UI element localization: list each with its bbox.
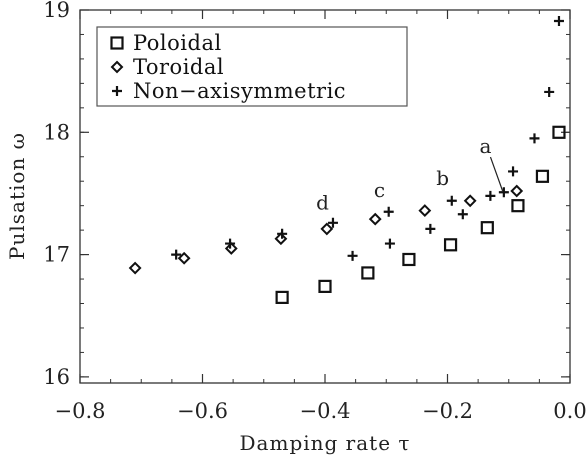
annotations: a b c d: [316, 134, 504, 214]
y-tick-label: 17: [43, 243, 70, 267]
plus-point: [327, 217, 338, 228]
plus-point: [498, 187, 509, 198]
y-tick-label: 18: [43, 120, 70, 144]
square-point: [318, 279, 332, 293]
square-point: [535, 169, 550, 183]
series-square: [275, 125, 566, 304]
diamond-point: [177, 251, 191, 265]
legend-marker-diamond: [110, 60, 124, 74]
plus-point: [383, 206, 394, 217]
square-point: [275, 290, 289, 304]
square-point: [443, 238, 458, 252]
x-tick-label: −0.6: [177, 399, 228, 423]
plus-point: [446, 195, 457, 206]
legend-label: Non−axisymmetric: [133, 79, 346, 103]
plus-point: [485, 190, 496, 201]
diamond-point: [224, 242, 238, 255]
x-tick-label: −0.4: [300, 399, 351, 423]
y-axis-label: Pulsation ω: [5, 132, 29, 260]
plus-point: [225, 238, 236, 249]
x-tick-label: −0.8: [55, 399, 106, 423]
plus-point: [553, 16, 564, 27]
legend-marker-plus: [112, 86, 122, 96]
diamond-point: [418, 204, 432, 217]
plus-point: [277, 228, 288, 239]
axis-ticks: −0.8 −0.6 −0.4 −0.2 0.0 16 17 18 19: [43, 0, 586, 423]
plus-point: [508, 166, 519, 177]
square-point: [402, 252, 416, 267]
legend-box: [96, 26, 408, 107]
annotation-leader-line: [489, 156, 504, 192]
y-tick-label: 16: [43, 365, 70, 389]
plus-point: [171, 249, 182, 260]
diamond-point: [368, 212, 382, 226]
square-point: [552, 125, 566, 139]
annotation-b: b: [436, 166, 449, 190]
plus-point: [457, 209, 468, 220]
plus-point: [544, 86, 555, 97]
diamond-point: [510, 184, 524, 198]
legend-label: Poloidal: [133, 31, 222, 55]
data-marks: [128, 16, 566, 304]
diamond-point: [320, 222, 334, 236]
plus-point: [347, 250, 358, 261]
series-plus: [171, 16, 564, 261]
square-point: [361, 266, 375, 280]
annotation-c: c: [374, 178, 385, 202]
plus-point: [384, 238, 395, 249]
square-point: [480, 221, 494, 235]
x-tick-label: 0.0: [553, 399, 586, 423]
x-tick-label: −0.2: [422, 399, 473, 423]
y-tick-label: 19: [43, 0, 70, 22]
legend-marker-square: [110, 36, 124, 50]
diamond-point: [463, 194, 477, 208]
square-point: [511, 199, 525, 213]
series-diamond: [128, 184, 524, 275]
diamond-point: [128, 261, 142, 275]
annotation-a: a: [480, 134, 492, 158]
annotation-d: d: [316, 190, 329, 214]
x-axis-label: Damping rate τ: [240, 431, 411, 455]
diamond-point: [274, 232, 288, 246]
legend-label: Toroidal: [133, 55, 224, 79]
plus-point: [425, 223, 436, 234]
plus-point: [529, 133, 540, 144]
